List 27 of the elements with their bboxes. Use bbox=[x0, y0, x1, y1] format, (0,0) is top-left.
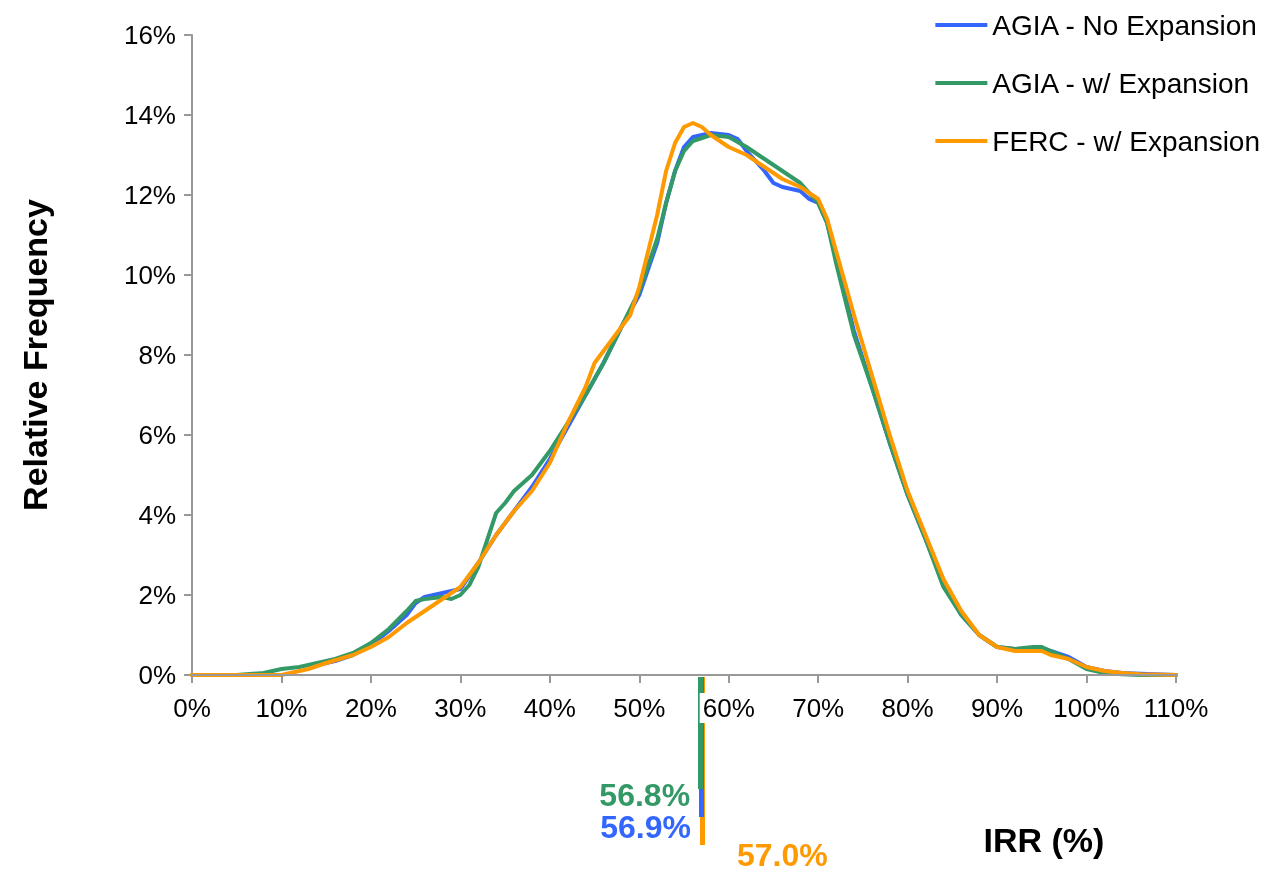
x-axis-title: IRR (%) bbox=[983, 821, 1105, 859]
x-tick-label: 30% bbox=[434, 693, 487, 723]
y-axis-title: Relative Frequency bbox=[16, 199, 54, 511]
y-tick-label: 12% bbox=[123, 180, 176, 210]
x-tick-label: 10% bbox=[255, 693, 308, 723]
x-tick-label: 20% bbox=[344, 693, 397, 723]
x-tick-label: 110% bbox=[1143, 693, 1209, 723]
ref-line-label: 57.0% bbox=[736, 837, 828, 873]
x-tick-label: 100% bbox=[1053, 693, 1120, 723]
y-tick-label: 8% bbox=[138, 340, 176, 370]
y-tick-label: 16% bbox=[123, 20, 176, 50]
x-tick-label: 80% bbox=[881, 693, 934, 723]
y-tick-label: 10% bbox=[123, 260, 176, 290]
y-tick-label: 14% bbox=[123, 100, 176, 130]
x-tick-label: 40% bbox=[523, 693, 576, 723]
x-tick-label: 0% bbox=[173, 693, 211, 723]
x-tick-label: 50% bbox=[613, 693, 666, 723]
y-tick-label: 6% bbox=[138, 420, 176, 450]
x-tick-label: 60% bbox=[702, 693, 755, 723]
x-tick-label: 90% bbox=[971, 693, 1024, 723]
x-tick-label: 70% bbox=[792, 693, 845, 723]
y-tick-label: 2% bbox=[138, 580, 176, 610]
legend-label: FERC - w/ Expansion bbox=[992, 125, 1260, 157]
y-tick-label: 0% bbox=[138, 660, 176, 690]
legend-label: AGIA - No Expansion bbox=[992, 9, 1257, 41]
y-tick-label: 4% bbox=[138, 500, 176, 530]
legend-label: AGIA - w/ Expansion bbox=[992, 67, 1250, 99]
